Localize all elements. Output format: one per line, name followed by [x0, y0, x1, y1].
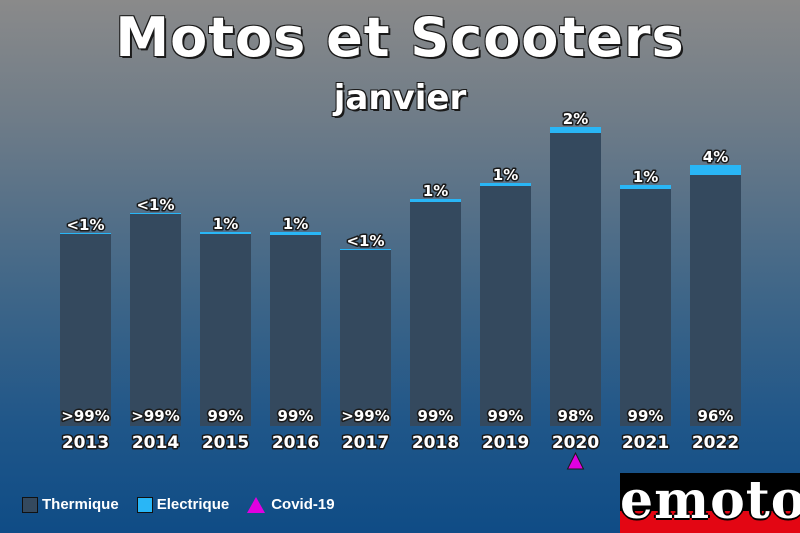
tick-label-2022: 2022 — [692, 433, 739, 453]
legend-triangle-icon — [247, 496, 266, 513]
bar-thermique-2015 — [200, 234, 251, 426]
label-electrique-2014: <1% — [136, 196, 174, 214]
tick-label-2019: 2019 — [482, 433, 529, 453]
label-thermique-2016: 99% — [278, 407, 314, 425]
logo-black-band — [620, 473, 800, 511]
bar-electrique-2020 — [550, 127, 601, 133]
label-thermique-2019: 99% — [488, 407, 524, 425]
logo-red-band — [620, 511, 800, 533]
chart-subtitle: janvier — [333, 78, 467, 118]
legend-label-covid: Covid-19 — [271, 496, 335, 513]
tick-label-2016: 2016 — [272, 433, 319, 453]
bar-thermique-2018 — [410, 202, 461, 426]
tick-label-2020: 2020 — [552, 433, 599, 453]
logo-text: emoto — [620, 473, 800, 531]
bar-electrique-2013 — [60, 233, 111, 234]
label-electrique-2020: 2% — [563, 110, 588, 128]
label-thermique-2015: 99% — [208, 407, 244, 425]
label-electrique-2018: 1% — [423, 182, 448, 200]
legend: Thermique Electrique Covid-19 — [22, 496, 353, 513]
legend-swatch-electrique — [136, 496, 153, 513]
bar-thermique-2019 — [480, 186, 531, 426]
bar-thermique-2017 — [340, 250, 391, 426]
label-electrique-2016: 1% — [283, 215, 308, 233]
label-thermique-2022: 96% — [698, 407, 734, 425]
label-electrique-2022: 4% — [703, 148, 728, 166]
bar-thermique-2013 — [60, 234, 111, 426]
bar-electrique-2022 — [690, 165, 741, 175]
label-thermique-2017: >99% — [341, 407, 389, 425]
covid-marker-2020 — [566, 451, 585, 470]
label-electrique-2017: <1% — [346, 232, 384, 250]
bar-electrique-2016 — [270, 232, 321, 235]
legend-label-electrique: Electrique — [156, 496, 230, 513]
chart-title: Motos et Scooters — [115, 6, 685, 69]
label-electrique-2013: <1% — [66, 216, 104, 234]
label-thermique-2018: 99% — [418, 407, 454, 425]
bar-thermique-2020 — [550, 133, 601, 426]
bar-electrique-2019 — [480, 183, 531, 186]
bar-thermique-2021 — [620, 189, 671, 426]
bar-thermique-2014 — [130, 214, 181, 426]
bar-electrique-2018 — [410, 199, 461, 202]
bar-electrique-2017 — [340, 249, 391, 250]
emoto-logo: emoto — [620, 473, 800, 533]
bar-electrique-2015 — [200, 232, 251, 234]
label-electrique-2015: 1% — [213, 215, 238, 233]
legend-label-thermique: Thermique — [42, 496, 119, 513]
tick-label-2013: 2013 — [62, 433, 109, 453]
legend-item-electrique: Electrique — [136, 496, 230, 513]
label-electrique-2021: 1% — [633, 168, 658, 186]
bar-thermique-2016 — [270, 235, 321, 426]
legend-item-covid: Covid-19 — [247, 496, 335, 513]
label-thermique-2014: >99% — [131, 407, 179, 425]
tick-label-2017: 2017 — [342, 433, 389, 453]
label-electrique-2019: 1% — [493, 166, 518, 184]
tick-label-2014: 2014 — [132, 433, 179, 453]
tick-label-2018: 2018 — [412, 433, 459, 453]
label-thermique-2021: 99% — [628, 407, 664, 425]
label-thermique-2013: >99% — [61, 407, 109, 425]
label-thermique-2020: 98% — [558, 407, 594, 425]
bar-electrique-2014 — [130, 213, 181, 214]
bar-thermique-2022 — [690, 175, 741, 426]
tick-label-2021: 2021 — [622, 433, 669, 453]
tick-label-2015: 2015 — [202, 433, 249, 453]
bar-electrique-2021 — [620, 185, 671, 189]
legend-swatch-thermique — [22, 496, 38, 513]
legend-item-thermique: Thermique — [22, 496, 119, 513]
